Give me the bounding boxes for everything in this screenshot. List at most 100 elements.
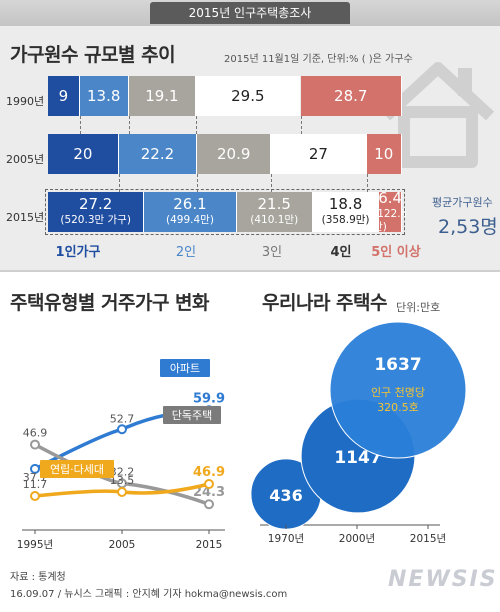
series-apartment-point bbox=[117, 424, 127, 435]
segment-households: (122.4만) bbox=[373, 207, 408, 233]
row-label-1990: 1990년 bbox=[6, 95, 45, 108]
top-banner: 2015년 인구주택총조사 bbox=[0, 0, 500, 26]
segment-value: 18.8 bbox=[328, 195, 363, 213]
series-apartment-tag-box bbox=[160, 359, 210, 377]
bar-segment-one-person: 9 bbox=[48, 76, 80, 116]
series-detached-value: 46.9 bbox=[23, 427, 48, 440]
guide-line bbox=[197, 174, 199, 192]
household-size-panel: 가구원수 규모별 추이 2015년 11월1일 기준, 단위:% ( )은 가구… bbox=[0, 26, 500, 272]
bar-segment-three-person: 19.1 bbox=[128, 76, 197, 116]
segment-value: 21.5 bbox=[257, 195, 291, 213]
x-tick-label: 2015 bbox=[196, 539, 223, 551]
bar-segment-five-plus: 28.7 bbox=[300, 76, 402, 116]
series-rowhouse-tag-label: 연립·다세대 bbox=[50, 463, 104, 476]
series-detached-point bbox=[204, 499, 214, 510]
series-apartment-value: 52.7 bbox=[110, 412, 135, 425]
household-chart-note: 2015년 11월1일 기준, 단위:% ( )은 가구수 bbox=[224, 54, 413, 65]
series-detached-tag-box bbox=[163, 406, 221, 424]
x-tick-label: 1970년 bbox=[268, 533, 304, 545]
guide-line bbox=[366, 174, 368, 192]
guide-line bbox=[128, 116, 130, 134]
segment-households: (358.9만) bbox=[321, 214, 370, 226]
series-detached-point bbox=[30, 439, 40, 450]
bar-segment-five-plus: 6.4 (122.4만) bbox=[373, 188, 407, 233]
housing-type-line-chart: 1995년 2005 201537.752.759.9아파트46.932.224.3… bbox=[17, 359, 225, 551]
guide-line bbox=[271, 174, 273, 192]
credit-text: 16.09.07 / 뉴시스 그래픽 : 안지혜 기자 hokma@newsis… bbox=[10, 589, 288, 600]
banner-title: 2015년 인구주택총조사 bbox=[150, 2, 350, 24]
series-rowhouse-point bbox=[204, 479, 214, 489]
row-label-2015: 2015년 bbox=[6, 211, 45, 224]
segment-households: (499.4만) bbox=[166, 214, 214, 226]
x-tick-label: 2015년 bbox=[410, 533, 446, 545]
guide-line bbox=[79, 116, 81, 134]
bar-segment-three-person: 21.5 (410.1만) bbox=[236, 192, 313, 232]
bubble-value: 1637 bbox=[374, 355, 421, 375]
segment-value: 27 bbox=[308, 144, 328, 163]
average-label: 평균가구원수 bbox=[432, 196, 493, 209]
bar-segment-two-person: 22.2 bbox=[118, 134, 198, 174]
segment-households: (410.1만) bbox=[250, 214, 299, 226]
guide-line bbox=[300, 116, 302, 134]
x-tick-label: 2005 bbox=[109, 539, 136, 551]
housing-count-bubble-chart: 436 1970년 1147 2000년 1637 2015년 인구 천명당 320.5호 bbox=[250, 321, 467, 545]
guide-line bbox=[118, 174, 120, 192]
legend-two-person: 2인 bbox=[175, 245, 197, 260]
bar-segment-three-person: 20.9 bbox=[197, 134, 272, 174]
legend-five-plus: 5인 이상 bbox=[371, 245, 421, 260]
bar-segment-four-person: 27 bbox=[271, 134, 367, 174]
source-text: 자료 : 통계청 bbox=[10, 572, 66, 583]
x-tick-label: 1995년 bbox=[17, 539, 53, 551]
segment-value: 28.7 bbox=[334, 86, 368, 105]
series-rowhouse-value: 13.5 bbox=[110, 474, 135, 487]
household-chart-title: 가구원수 규모별 추이 bbox=[10, 44, 176, 66]
bar-segment-four-person: 18.8 (358.9만) bbox=[312, 192, 380, 232]
series-detached-value: 24.3 bbox=[193, 485, 225, 500]
segment-households: (520.3만 가구) bbox=[60, 214, 131, 226]
legend-one-person: 1인가구 bbox=[55, 245, 101, 260]
housing-count-unit: 단위:만호 bbox=[396, 301, 441, 314]
per-capita-value: 320.5호 bbox=[377, 401, 419, 414]
guide-line bbox=[196, 116, 198, 134]
series-detached-tag-label: 단독주택 bbox=[172, 409, 212, 422]
average-value: 2,53명 bbox=[438, 216, 498, 238]
bar-segment-one-person: 20 bbox=[48, 134, 119, 174]
bar-segment-two-person: 13.8 bbox=[79, 76, 129, 116]
series-rowhouse-value: 46.9 bbox=[193, 465, 225, 480]
housing-count-title: 우리나라 주택수 bbox=[262, 292, 387, 314]
series-rowhouse-point bbox=[117, 487, 127, 497]
segment-value: 10 bbox=[374, 144, 394, 163]
series-apartment-value: 59.9 bbox=[193, 391, 225, 406]
house-icon bbox=[381, 62, 495, 168]
legend-three-person: 3인 bbox=[261, 245, 283, 260]
segment-value: 6.4 bbox=[378, 188, 403, 207]
segment-value: 9 bbox=[58, 86, 69, 105]
segment-value: 27.2 bbox=[78, 195, 113, 213]
bar-segment-one-person: 27.2 (520.3만 가구) bbox=[48, 192, 145, 232]
segment-value: 13.8 bbox=[87, 86, 121, 105]
segment-value: 26.1 bbox=[173, 195, 207, 213]
x-tick-label: 2000년 bbox=[339, 533, 375, 545]
legend-four-person: 4인 bbox=[330, 245, 352, 260]
bubble-value: 436 bbox=[269, 486, 302, 505]
segment-value: 22.2 bbox=[140, 144, 175, 163]
segment-value: 20 bbox=[73, 144, 93, 163]
per-capita-label: 인구 천명당 bbox=[371, 385, 425, 399]
bar-segment-four-person: 29.5 bbox=[196, 76, 301, 116]
series-rowhouse-value: 11.7 bbox=[23, 478, 48, 491]
bar-segment-five-plus: 10 bbox=[366, 134, 402, 174]
series-rowhouse-point bbox=[30, 491, 40, 501]
row-2015-frame bbox=[45, 189, 405, 235]
series-rowhouse-tag-box bbox=[40, 460, 114, 478]
series-detached-value: 32.2 bbox=[110, 465, 135, 478]
housing-bubble-3 bbox=[329, 321, 467, 459]
segment-value: 19.1 bbox=[145, 86, 179, 105]
row-label-2005: 2005년 bbox=[6, 153, 45, 166]
series-apartment-tag-label: 아파트 bbox=[170, 362, 200, 375]
segment-value: 20.9 bbox=[216, 144, 251, 163]
bubble-value: 1147 bbox=[334, 448, 381, 468]
bar-segment-two-person: 26.1 (499.4만) bbox=[144, 192, 237, 232]
segment-value: 29.5 bbox=[231, 86, 265, 105]
newsis-logo: NEWSIS bbox=[388, 567, 498, 592]
housing-type-title: 주택유형별 거주가구 변화 bbox=[10, 292, 210, 314]
